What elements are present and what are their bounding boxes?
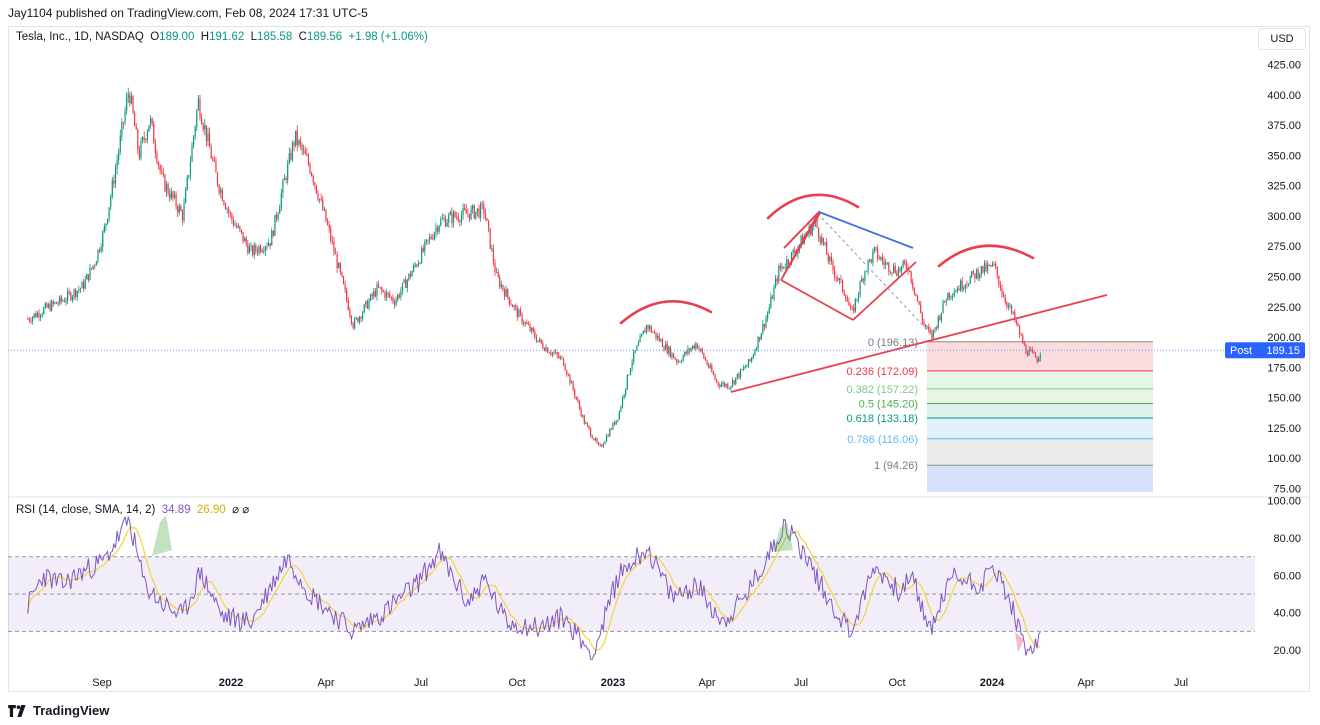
high-value: 191.62 <box>209 31 245 43</box>
change-value: +1.98 (+1.06%) <box>348 31 428 43</box>
symbol-legend: Tesla, Inc., 1D, NASDAQ O189.00 H191.62 … <box>16 31 428 43</box>
high-label: H <box>200 31 210 43</box>
rsi-ma-value: 26.90 <box>196 504 226 516</box>
publisher-line: Jay1104 published on TradingView.com, Fe… <box>8 6 368 20</box>
low-value: 185.58 <box>257 31 293 43</box>
rsi-legend: RSI (14, close, SMA, 14, 2) 34.89 26.90 … <box>16 502 249 516</box>
close-label: C <box>298 31 307 43</box>
open-label: O <box>150 31 160 43</box>
low-label: L <box>250 31 258 43</box>
open-value: 189.00 <box>159 31 195 43</box>
chart-frame <box>8 26 1310 692</box>
symbol-title[interactable]: Tesla, Inc., 1D, NASDAQ <box>16 31 144 43</box>
tradingview-logo-icon <box>8 704 26 717</box>
footer-brand[interactable]: TradingView <box>8 703 109 718</box>
rsi-value: 34.89 <box>161 504 191 516</box>
footer-brand-label: TradingView <box>33 703 110 718</box>
rsi-title[interactable]: RSI (14, close, SMA, 14, 2) <box>16 504 156 516</box>
rsi-visibility-icons[interactable]: ⌀ ⌀ <box>232 504 250 516</box>
currency-button[interactable]: USD <box>1258 28 1306 50</box>
close-value: 189.56 <box>306 31 343 43</box>
